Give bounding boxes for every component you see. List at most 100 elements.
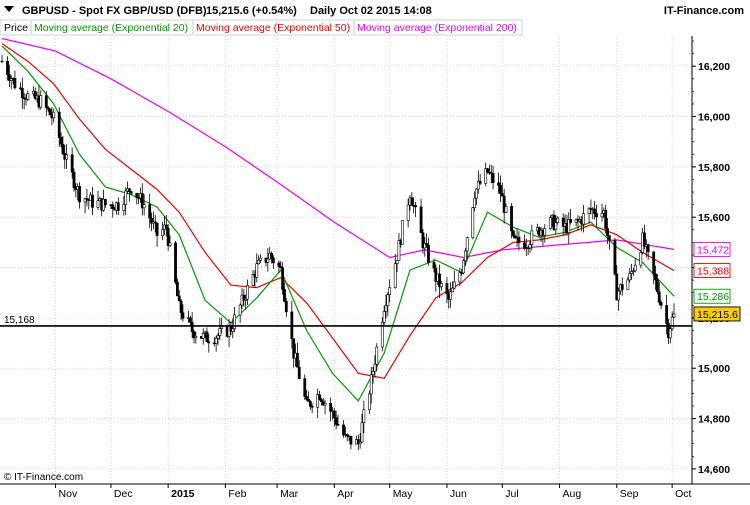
- candle-body: [201, 332, 205, 339]
- candle-body: [439, 283, 443, 288]
- candle-body: [502, 195, 506, 213]
- candle-body: [652, 251, 656, 275]
- candle-body: [517, 236, 521, 244]
- candle-body: [161, 229, 165, 237]
- candle-body: [116, 202, 120, 211]
- candle-body: [164, 224, 168, 229]
- legend-ema20[interactable]: Moving average (Exponential 20): [34, 22, 188, 34]
- candle-body: [179, 300, 183, 314]
- candle-body: [646, 244, 650, 253]
- candle-body: [458, 272, 462, 283]
- candle-body: [255, 263, 259, 278]
- candle-body: [190, 321, 194, 333]
- candle-body: [292, 338, 296, 359]
- candle-body: [153, 221, 157, 224]
- x-tick-label: Oct: [675, 488, 691, 500]
- candle-body: [231, 328, 235, 332]
- price-tag-label: 15,388: [697, 266, 729, 278]
- candle-body: [57, 111, 61, 138]
- candle-body: [181, 312, 185, 319]
- candle-body: [26, 93, 30, 100]
- candle-body: [277, 262, 281, 267]
- y-tick-label: 15,000: [698, 363, 730, 375]
- candle-body: [554, 222, 558, 230]
- x-tick-label: Jul: [505, 488, 518, 500]
- candle-body: [639, 252, 643, 266]
- candle-body: [59, 137, 63, 145]
- candle-body: [613, 239, 617, 275]
- candle-body: [334, 417, 338, 425]
- candle-body: [124, 190, 128, 205]
- candle-body: [659, 302, 663, 306]
- candle-body: [491, 173, 495, 184]
- candle-body: [61, 143, 65, 154]
- candle-body: [270, 252, 273, 259]
- legend-ema200[interactable]: Moving average (Exponential 200): [357, 22, 517, 34]
- candle-body: [561, 217, 565, 227]
- candle-body: [371, 371, 375, 375]
- candle-body: [251, 274, 255, 286]
- candle-body: [91, 194, 94, 208]
- candle-body: [657, 291, 661, 303]
- legend-ema50[interactable]: Moving average (Exponential 50): [196, 22, 350, 34]
- x-tick-label: May: [393, 488, 414, 500]
- candle-body: [44, 95, 48, 108]
- x-tick-label: Jun: [450, 488, 467, 500]
- price-tag-box: [693, 263, 731, 279]
- candle-body: [471, 207, 475, 238]
- dropdown-triangle-icon[interactable]: [4, 6, 14, 12]
- candle-body: [401, 220, 405, 245]
- candle-body: [655, 279, 659, 293]
- candle-body: [633, 264, 637, 272]
- candle-body: [668, 328, 672, 339]
- candle-body: [174, 242, 177, 283]
- candle-body: [384, 305, 388, 312]
- candle-body: [259, 257, 262, 261]
- candle-body: [511, 230, 515, 237]
- candle-body: [393, 263, 397, 288]
- y-tick-label: 16,000: [698, 112, 730, 124]
- candle-body: [643, 232, 646, 247]
- grid-lines: [0, 36, 692, 484]
- candle-body: [7, 74, 11, 81]
- candle-body: [129, 191, 133, 194]
- ema20-line-group: [1, 45, 675, 402]
- y-axis: 14,60014,80015,00015,20015,40015,60015,8…: [691, 36, 730, 484]
- candle-body: [556, 217, 560, 223]
- ema200-line: [1, 37, 675, 259]
- candle-body: [22, 97, 26, 99]
- candle-body: [168, 242, 172, 246]
- y-tick-label: 15,800: [698, 162, 730, 174]
- candle-body: [122, 204, 126, 211]
- candle-body: [192, 331, 196, 339]
- candle-body: [332, 410, 336, 418]
- y-tick-label: 15,600: [698, 212, 730, 224]
- candle-body: [628, 273, 632, 281]
- candle-body: [382, 311, 386, 323]
- x-tick-label: Feb: [228, 488, 246, 500]
- candle-body: [367, 393, 371, 411]
- candle-body: [452, 281, 456, 289]
- candle-body: [423, 243, 427, 249]
- last-price: 15,215.6 (+0.54%): [206, 5, 297, 17]
- candle-body: [33, 90, 37, 99]
- candle-body: [216, 335, 220, 339]
- candle-body: [451, 287, 454, 293]
- candle-body: [316, 394, 320, 408]
- ema20-line: [1, 45, 675, 402]
- candle-body: [188, 317, 192, 323]
- candle-body: [530, 230, 534, 245]
- candle-body: [620, 284, 624, 290]
- candle-body: [70, 154, 74, 173]
- legend-price[interactable]: Price: [4, 22, 28, 34]
- candle-body: [310, 405, 314, 408]
- candle-body: [486, 168, 489, 173]
- candle-body: [329, 403, 333, 412]
- candle-body: [140, 193, 144, 209]
- x-tick-label: Dec: [114, 488, 133, 500]
- candle-body: [83, 198, 87, 203]
- candle-body: [336, 424, 340, 426]
- ema50-line-group: [1, 43, 675, 379]
- candle-body: [284, 300, 288, 313]
